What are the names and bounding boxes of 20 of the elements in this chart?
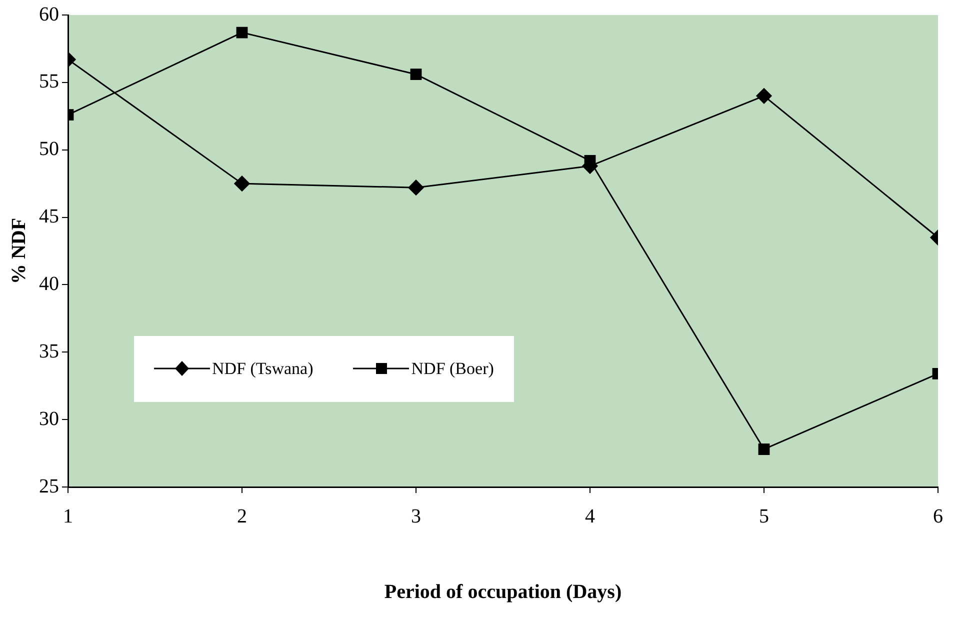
- y-tick-label: 50: [39, 138, 59, 160]
- y-tick-label: 55: [39, 70, 59, 93]
- y-tick-label: 45: [39, 206, 59, 228]
- x-tick-label: 6: [933, 505, 943, 528]
- legend-label: NDF (Tswana): [212, 358, 314, 379]
- y-tick-label: 30: [39, 408, 59, 430]
- point: [408, 180, 424, 196]
- y-tick-label: 60: [39, 3, 59, 26]
- x-tick-label: 4: [585, 505, 595, 528]
- y-tick-label: 25: [39, 475, 59, 498]
- y-tick-label: 40: [39, 272, 59, 295]
- x-tick-label: 1: [63, 505, 73, 528]
- legend-label: NDF (Boer): [411, 358, 494, 379]
- x-tick-label: 5: [759, 505, 769, 528]
- x-tick-label: 3: [411, 505, 421, 528]
- point: [410, 68, 422, 80]
- y-tick-label: 35: [39, 340, 59, 362]
- x-tick-label: 2: [237, 505, 247, 528]
- x-axis-title: Period of occupation (Days): [384, 581, 622, 604]
- y-axis-title: % NDF: [8, 218, 30, 284]
